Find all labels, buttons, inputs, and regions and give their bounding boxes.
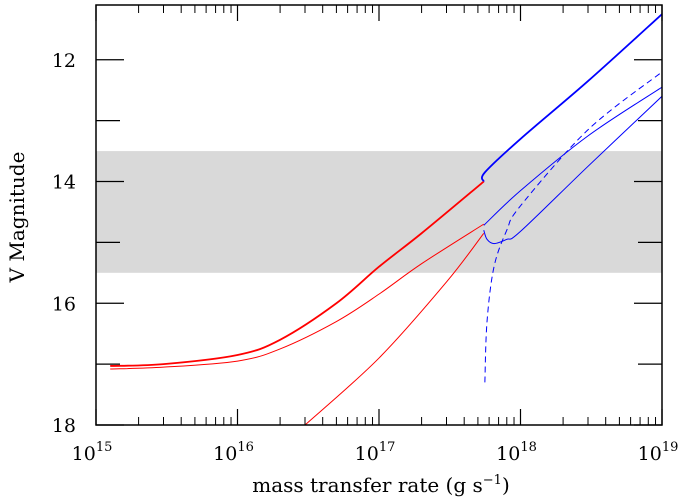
y-axis-label: V Magnitude <box>5 152 29 284</box>
x-axis-label: mass transfer rate (g s−1) <box>252 473 510 497</box>
y-tick-label: 16 <box>52 293 76 315</box>
series-line-2 <box>110 223 485 370</box>
series-line-1 <box>110 180 485 367</box>
y-tick-label: 12 <box>52 50 76 72</box>
x-tick-label: 1018 <box>496 440 537 465</box>
plot-frame <box>95 4 663 426</box>
series-line-5 <box>483 86 662 226</box>
series-line-7 <box>484 71 662 383</box>
tick-layer: 1015 1016 1017 1018 1019 12 14 16 18 <box>52 5 679 465</box>
x-tick-label: 1017 <box>355 440 396 465</box>
series-line-4 <box>480 13 662 182</box>
x-tick-label: 1016 <box>213 440 254 465</box>
y-tick-label: 14 <box>52 172 76 194</box>
y-tick-label: 18 <box>52 415 76 437</box>
x-tick-label: 1019 <box>638 440 679 465</box>
series-line-3 <box>304 232 485 425</box>
series-line-6 <box>483 95 662 245</box>
series-layer <box>110 13 662 425</box>
shaded-band-layer <box>96 151 662 273</box>
shaded-band <box>96 151 662 273</box>
x-tick-label: 1015 <box>72 440 113 465</box>
